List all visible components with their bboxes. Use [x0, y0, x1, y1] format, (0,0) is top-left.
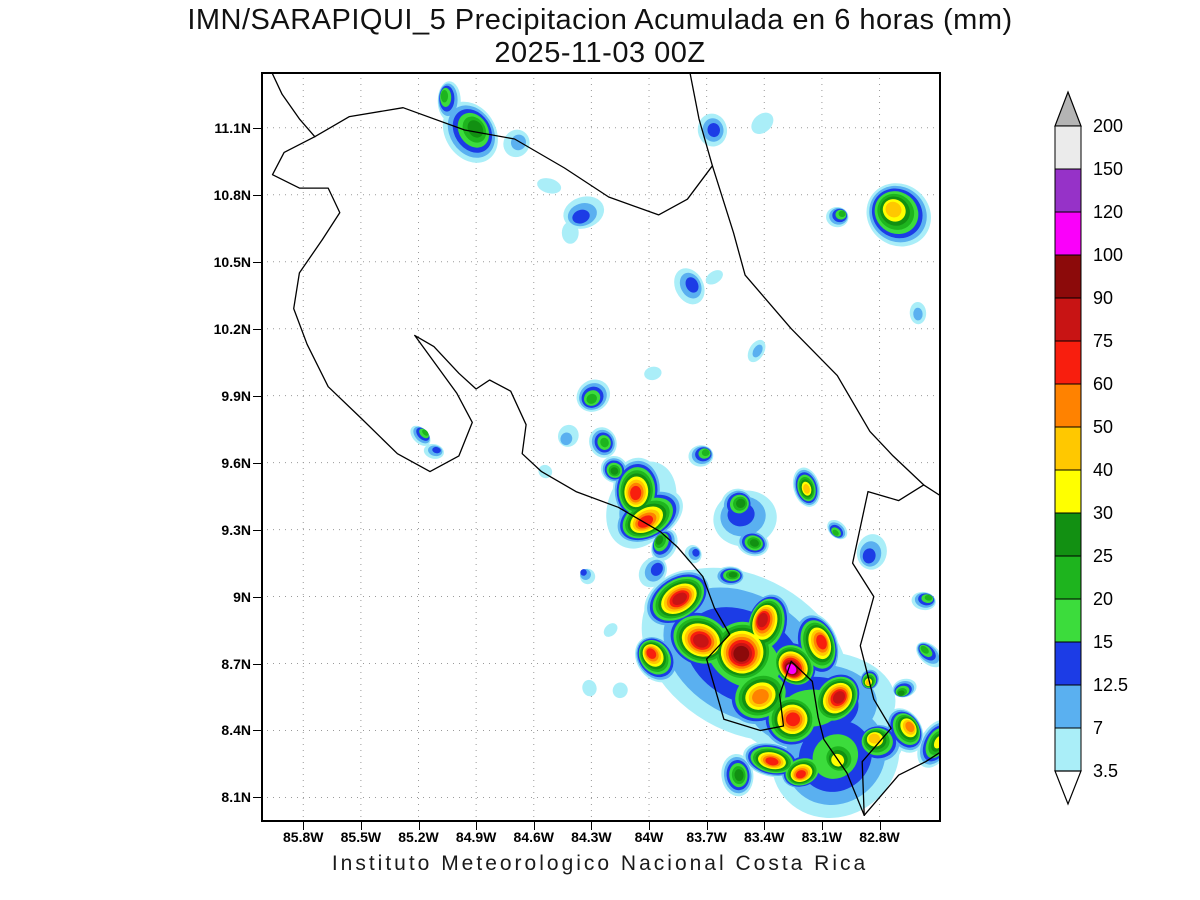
colorbar-segment [1054, 383, 1082, 428]
colorbar-value-label: 40 [1093, 460, 1113, 480]
lat-tick-mark [253, 663, 261, 665]
lon-tick-mark [764, 822, 766, 830]
lat-tick-mark [253, 462, 261, 464]
lon-tick-mark [533, 822, 535, 830]
lat-tick-label: 8.7N [221, 655, 251, 672]
colorbar-segment [1054, 641, 1082, 686]
lat-tick-label: 9N [233, 588, 251, 605]
colorbar-segment [1054, 254, 1082, 299]
lon-tick-label: 84.6W [513, 829, 554, 845]
lon-tick-label: 84.9W [455, 829, 497, 845]
colorbar-above-arrow [1054, 90, 1082, 127]
colorbar-segment [1054, 727, 1082, 772]
colorbar-value-label: 25 [1093, 546, 1113, 566]
lat-tick-label: 8.4N [221, 722, 251, 739]
lon-tick-label: 85.5W [340, 829, 382, 845]
precipitation-field [410, 81, 954, 818]
colorbar-value-label: 200 [1093, 116, 1123, 136]
lat-tick-mark [253, 328, 261, 330]
colorbar-value-label: 60 [1093, 374, 1113, 394]
lat-tick-mark [253, 194, 261, 196]
map-canvas [261, 69, 954, 822]
lon-tick-label: 83.4W [744, 829, 785, 845]
lat-tick-mark [253, 797, 261, 799]
lat-tick-label: 10.8N [213, 186, 251, 203]
lon-tick-label: 83.7W [686, 829, 727, 845]
lon-tick-mark [821, 822, 823, 830]
colorbar-segment [1054, 340, 1082, 385]
colorbar-value-label: 3.5 [1093, 761, 1118, 781]
lon-tick-mark [879, 822, 881, 830]
lon-tick-mark [706, 822, 708, 830]
lon-tick-mark [418, 822, 420, 830]
colorbar-value-label: 150 [1093, 159, 1123, 179]
lat-tick-mark [253, 596, 261, 598]
colorbar-value-label: 120 [1093, 202, 1123, 222]
colorbar-segment [1054, 211, 1082, 256]
colorbar-value-label: 20 [1093, 589, 1113, 609]
lat-tick-mark [253, 395, 261, 397]
lon-tick-mark [303, 822, 305, 830]
lon-tick-mark [649, 822, 651, 830]
lon-tick-label: 84.3W [571, 829, 612, 845]
lat-tick-label: 9.9N [221, 387, 251, 404]
lat-tick-mark [253, 730, 261, 732]
lat-tick-mark [253, 127, 261, 129]
colorbar-value-label: 100 [1093, 245, 1123, 265]
colorbar-segment [1054, 684, 1082, 729]
lon-tick-mark [476, 822, 478, 830]
colorbar-value-label: 75 [1093, 331, 1113, 351]
colorbar-segment [1054, 168, 1082, 213]
map-frame [261, 72, 941, 822]
chart-subtitle: 2025-11-03 00Z [494, 37, 706, 69]
lat-tick-label: 11.1N [214, 119, 251, 136]
lon-tick-label: 84W [634, 829, 664, 845]
colorbar-below-arrow [1054, 770, 1082, 806]
lon-tick-mark [591, 822, 593, 830]
lon-tick-label: 85.2W [398, 829, 439, 845]
colorbar-segment [1054, 598, 1082, 643]
colorbar-value-label: 15 [1093, 632, 1113, 652]
lat-tick-label: 8.1N [221, 789, 251, 806]
colorbar-segment [1054, 555, 1082, 600]
colorbar-value-label: 7 [1093, 718, 1103, 738]
lat-tick-label: 9.3N [221, 521, 251, 538]
lat-tick-label: 10.2N [213, 320, 251, 337]
footer-caption: Instituto Meteorologico Nacional Costa R… [331, 852, 869, 875]
colorbar-segment [1054, 426, 1082, 471]
colorbar-segment [1054, 469, 1082, 514]
colorbar-segment [1054, 125, 1082, 170]
colorbar-legend: 200 150 120 100 90 75 60 50 40 30 25 20 15 12.5 7 3.5 [1047, 88, 1177, 818]
colorbar-value-label: 30 [1093, 503, 1113, 523]
lon-tick-label: 85.8W [283, 829, 324, 845]
lon-tick-label: 83.1W [801, 829, 843, 845]
colorbar-segment [1054, 512, 1082, 557]
coastline [269, 69, 944, 816]
lon-tick-mark [360, 822, 362, 830]
lat-tick-mark [253, 529, 261, 531]
colorbar-value-label: 90 [1093, 288, 1113, 308]
lon-tick-label: 82.8W [859, 829, 900, 845]
map-plot [261, 69, 954, 822]
colorbar-canvas: 200 150 120 100 90 75 60 50 40 30 25 20 15 12.5 7 3.5 [1054, 90, 1128, 806]
colorbar-value-label: 12.5 [1093, 675, 1128, 695]
lat-tick-mark [253, 261, 261, 263]
lat-tick-label: 10.5N [213, 253, 251, 270]
colorbar-segment [1054, 297, 1082, 342]
lat-tick-label: 9.6N [221, 454, 251, 471]
chart-title: IMN/SARAPIQUI_5 Precipitacion Acumulada … [187, 4, 1013, 36]
title-block: IMN/SARAPIQUI_5 Precipitacion Acumulada … [0, 4, 1200, 70]
colorbar-value-label: 50 [1093, 417, 1113, 437]
